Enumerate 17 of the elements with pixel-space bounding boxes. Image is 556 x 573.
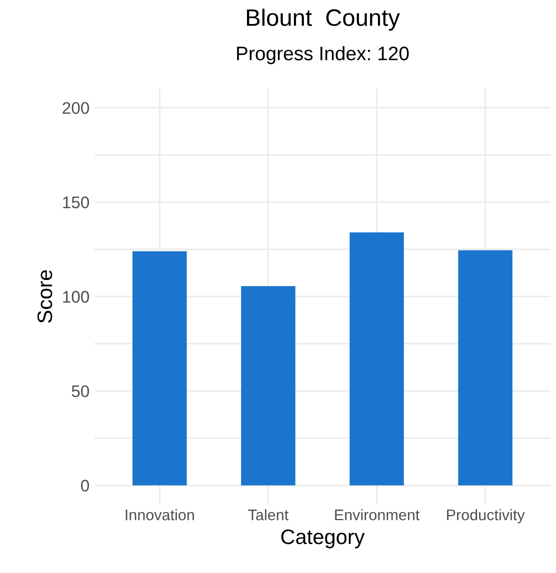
bar	[241, 286, 296, 486]
y-tick-label: 100	[63, 290, 90, 303]
bar	[458, 250, 512, 486]
chart-title: Blount County	[246, 8, 400, 31]
y-tick-label: 150	[63, 196, 90, 208]
y-axis-title: Score	[37, 270, 52, 323]
chart-subtitle: Progress Index: 120	[237, 46, 409, 64]
x-tick-label: Environment	[335, 509, 420, 520]
x-axis-title: Category	[281, 529, 365, 548]
bar	[132, 251, 187, 486]
x-tick-label: Productivity	[447, 509, 525, 524]
bar	[350, 232, 404, 486]
x-tick-label: Innovation	[126, 509, 194, 520]
y-tick-label: 50	[72, 385, 90, 398]
y-tick-label: 0	[81, 480, 90, 492]
y-tick-label: 200	[62, 102, 90, 114]
x-tick-label: Talent	[248, 509, 288, 520]
